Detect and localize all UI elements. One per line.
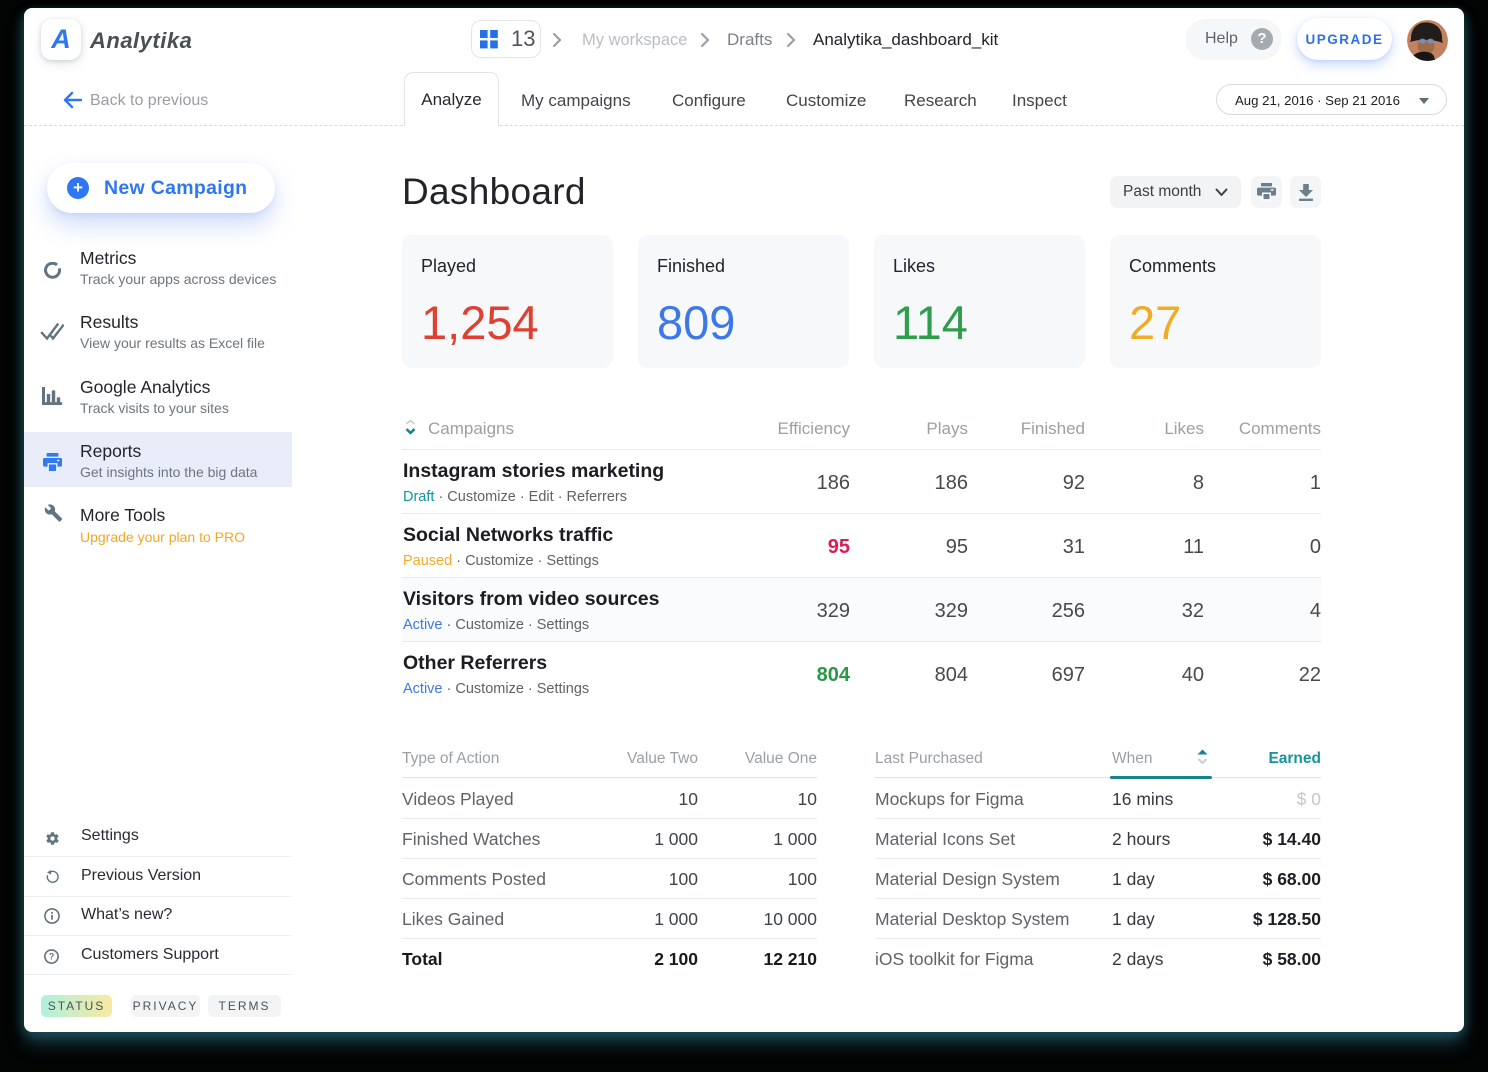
svg-text:?: ?	[49, 952, 54, 962]
